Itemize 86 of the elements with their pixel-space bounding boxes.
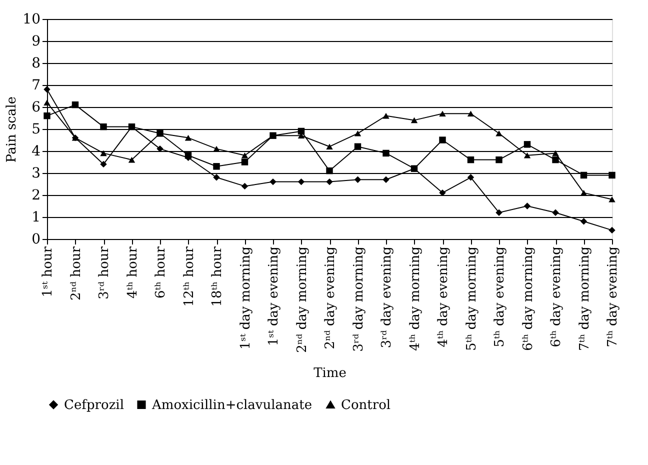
x-tick-label: 12ᵗʰ hour: [182, 246, 197, 307]
y-tick-label: 1: [32, 210, 40, 226]
point: [213, 174, 220, 181]
x-tick-label: 6ᵗʰ day evening: [549, 246, 564, 348]
point: [270, 178, 276, 186]
x-tick-label: 1ˢᵗ hour: [40, 246, 56, 298]
point: [128, 123, 136, 130]
point: [410, 117, 418, 124]
x-tick-label: 7ᵗʰ day evening: [606, 246, 620, 348]
point: [496, 156, 502, 164]
point: [184, 134, 192, 141]
point: [213, 163, 220, 170]
point: [382, 150, 390, 157]
point: [608, 226, 616, 234]
y-axis-title: Pain scale: [4, 96, 20, 163]
x-tick-label: 6ᵗʰ hour: [154, 246, 168, 299]
y-tick-label: 8: [32, 56, 40, 72]
point: [552, 156, 559, 164]
x-tick-label: 7ᵗʰ day morning: [577, 246, 592, 351]
point: [608, 172, 616, 179]
point: [241, 152, 248, 158]
point: [326, 144, 333, 150]
x-tick-label: 1ˢᵗ day morning: [238, 246, 254, 350]
y-tick-label: 5: [32, 122, 40, 138]
point: [241, 158, 248, 166]
x-tick-label: 18ᵗʰ hour: [210, 246, 225, 307]
point: [524, 202, 531, 210]
x-tick-label: 1ˢᵗ day evening: [266, 246, 282, 346]
x-tick-label: 4ᵗʰ day morning: [408, 246, 423, 351]
point: [552, 209, 559, 216]
point: [552, 150, 559, 156]
legend-label: Control: [341, 398, 391, 413]
point: [608, 196, 616, 202]
point: [44, 112, 50, 120]
point: [410, 165, 418, 172]
point: [439, 136, 446, 144]
point: [326, 167, 333, 174]
point: [580, 190, 588, 196]
x-tick-label: 3ʳᵈ day evening: [380, 246, 394, 348]
point: [524, 152, 531, 158]
point: [213, 146, 220, 152]
x-tick-label: 5ᵗʰ day morning: [464, 246, 480, 351]
point: [241, 182, 248, 190]
point: [354, 130, 362, 136]
x-tick-label: 5ᵗʰ day evening: [492, 246, 508, 348]
point: [467, 174, 474, 181]
point: [439, 110, 446, 117]
point: [524, 141, 531, 148]
x-axis-title: Time: [314, 366, 347, 381]
x-tick-label: 3ʳᵈ hour: [97, 246, 112, 300]
x-tick-label: 2ⁿᵈ day morning: [294, 246, 310, 353]
x-tick-label: 4ᵗʰ hour: [125, 246, 140, 299]
point: [496, 130, 502, 136]
point: [100, 123, 107, 130]
point: [72, 101, 79, 108]
point: [439, 189, 446, 196]
point: [354, 143, 362, 150]
point: [467, 156, 474, 164]
point: [382, 176, 390, 183]
legend-label: Cefprozil: [64, 398, 124, 413]
point: [100, 150, 107, 156]
point: [580, 218, 588, 225]
x-tick-label: 6ᵗʰ day morning: [520, 246, 536, 351]
y-tick-label: 9: [32, 34, 40, 50]
x-tick-label: 3ʳᵈ day morning: [351, 246, 366, 352]
x-tick-label: 2ⁿᵈ hour: [68, 246, 84, 301]
point: [467, 110, 474, 117]
point: [354, 176, 362, 183]
y-tick-label: 3: [32, 166, 40, 182]
point: [100, 160, 107, 168]
point: [580, 172, 588, 179]
point: [496, 209, 502, 216]
point: [382, 112, 390, 119]
x-tick-label: 4ᵗʰ day evening: [436, 246, 451, 348]
x-tick-label: 2ⁿᵈ day evening: [323, 246, 338, 350]
y-tick-label: 4: [32, 144, 41, 160]
legend-label: Amoxicillin+clavulanate: [151, 398, 312, 413]
point: [298, 178, 305, 186]
point: [156, 145, 164, 152]
point: [326, 178, 333, 186]
y-tick-label: 7: [32, 78, 40, 94]
y-tick-label: 10: [22, 12, 40, 28]
point: [128, 156, 136, 163]
y-tick-label: 0: [32, 232, 40, 248]
y-tick-label: 2: [32, 188, 40, 204]
y-tick-label: 6: [32, 100, 41, 116]
